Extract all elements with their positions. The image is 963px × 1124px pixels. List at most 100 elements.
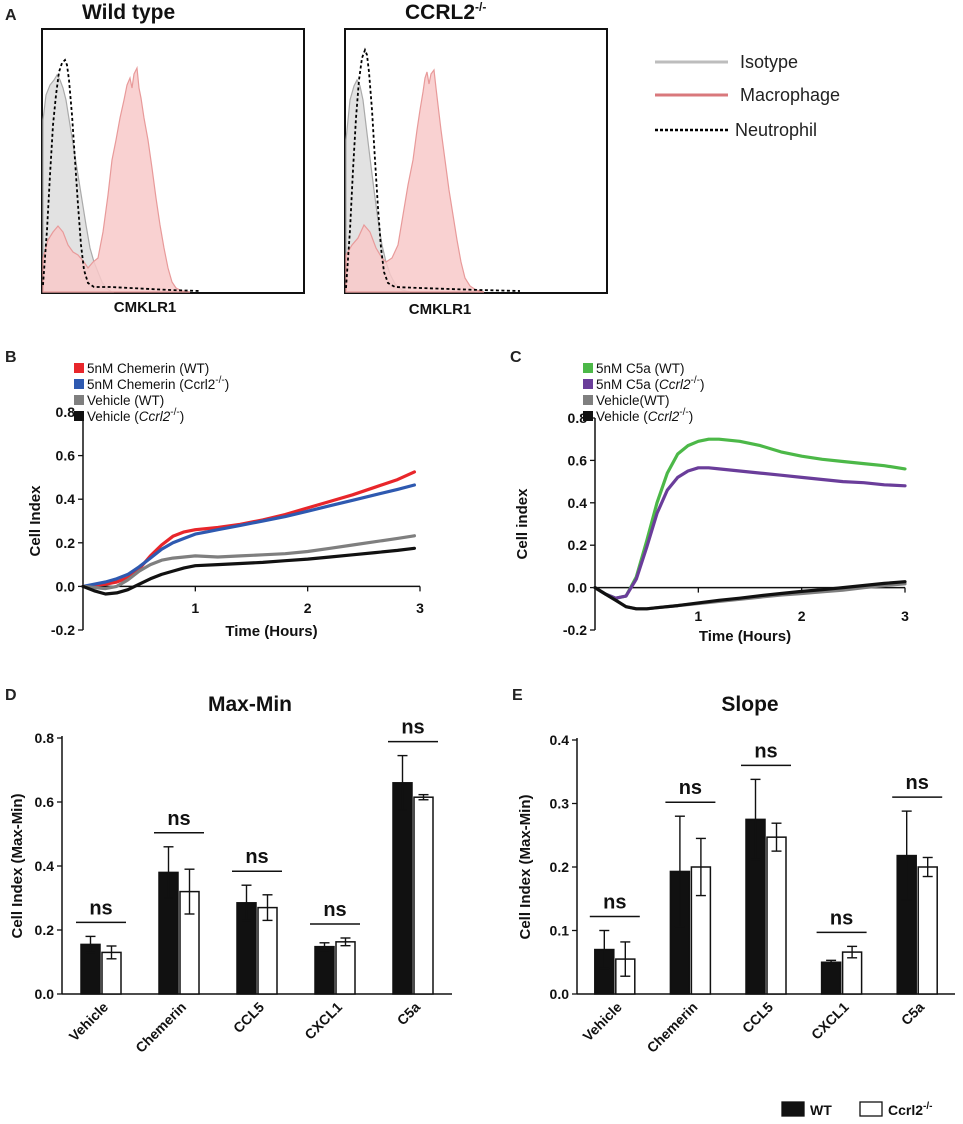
chart-c-legend-label: 5nM C5a (WT) [596,361,685,376]
chart-b-y-tick-label: -0.2 [51,622,75,638]
hist-macrophage-wt [42,65,191,293]
chart-d-bar-wt [314,945,335,995]
chart-b-y-tick-label: 0.0 [56,578,76,594]
chart-b-legend-label-base: Vehicle ( [87,409,139,424]
chart-d-category-label: CXCL1 [301,999,345,1043]
chart-c-y-tick-label: 0.2 [568,537,588,553]
chart-d-bar-wt [392,782,413,995]
chart-b-legend-label-sup: -/- [170,407,179,418]
chart-d-y-tick-label: 0.8 [35,730,55,746]
chart-b-y-tick-label: 0.6 [56,448,76,464]
chart-c-x-tick-label: 2 [798,608,806,624]
hist-neutrophil-wt [42,58,201,292]
chart-b-legend-label: Vehicle (WT) [87,393,164,408]
chart-e-bar-ccrl2 [917,866,938,995]
hist-title-ccrl2: CCRL2-/- [405,0,486,24]
chart-d-y-tick-label: 0.2 [35,922,55,938]
bar-legend-label-ccrl2-base: Ccrl2 [888,1102,923,1118]
chart-e-category-label: Vehicle [579,999,625,1045]
chart-b-y-tick-label: 0.8 [56,404,76,420]
chart-d-category-label: C5a [394,999,424,1029]
chart-b-legend-label-base: 5nM Chemerin (Ccrl2 [87,377,215,392]
chart-e-y-tick-label: 0.4 [550,732,570,748]
chart-c-legend-label-sup: -/- [679,407,688,418]
chart-c-series-line-1 [593,466,907,600]
chart-c-legend-label-base: 5nM C5a ( [596,377,660,392]
chart-c-series-line-0 [593,437,907,600]
chart-b-legend-label-tail: ) [180,409,185,424]
chart-c-x-label: Time (Hours) [699,628,791,645]
chart-c-legend-label: Vehicle (Ccrl2-/-) [596,407,693,424]
histogram-wild-type-frame [41,28,305,294]
chart-c-x-tick-label: 3 [901,608,909,624]
chart-b-x-label: Time (Hours) [225,623,317,640]
chart-c-legend-swatch [583,395,593,405]
chart-d-category-label: CCL5 [230,999,267,1036]
chart-b-x-tick-label: 1 [191,600,199,616]
chart-b-y-label: Cell Index [27,485,44,557]
bar-chart-d: Max-Min 0.8 0.6 0.4 0.2 0.0 Cell Index (Max-Mi… [9,693,452,1056]
chart-b-x-tick-label: 2 [304,600,312,616]
chart-b-series-line-0 [81,470,416,588]
chart-e-sig-label: ns [906,772,929,794]
chart-d-sig-label: ns [245,846,268,868]
chart-c-y-tick-label: -0.2 [563,622,587,638]
chart-b-y-tick-label: 0.4 [56,491,76,507]
chart-c-legend-label-tail: ) [689,409,694,424]
chart-d-category-label: Chemerin [132,999,189,1056]
legend-panel-a: Isotype Macrophage Neutrophil [655,52,840,140]
legend-label-macrophage: Macrophage [740,85,840,105]
chart-c-legend-label-base: Vehicle(WT) [596,393,670,408]
histogram-ccrl2 [344,28,608,294]
hist-neutrophil-ccrl2 [345,47,521,292]
hist-title-wild-type: Wild type [82,1,175,24]
bar-legend-swatch-wt [781,1101,805,1117]
chart-d-bar-ccrl2 [335,941,356,995]
chart-e-y-tick-label: 0.0 [550,986,570,1002]
chart-e-category-label: C5a [898,999,928,1029]
chart-c-legend-label-italic: Ccrl2 [659,377,691,392]
chart-b-series-line-3 [81,546,416,596]
chart-d-y-label: Cell Index (Max-Min) [9,793,26,938]
chart-e-sig-label: ns [830,907,853,929]
panel-letter-b: B [5,349,17,366]
chart-b-legend-swatch [74,411,84,421]
hist-xlabel-wt: CMKLR1 [114,299,177,316]
chart-b-legend-swatch [74,363,84,373]
chart-e-title: Slope [721,693,778,716]
chart-d-y-tick-label: 0.0 [35,986,55,1002]
chart-e-y-tick-label: 0.1 [550,923,570,939]
chart-e-bar-ccrl2 [766,836,787,995]
chart-e-sig-label: ns [754,740,777,762]
chart-c-y-tick-label: 0.8 [568,410,588,426]
hist-title-ccrl2-base: CCRL2 [405,1,475,24]
chart-d-sig-label: ns [323,899,346,921]
chart-b-legend-label-sup: -/- [215,375,224,386]
chart-c-legend-swatch [583,379,593,389]
hist-macrophage-ccrl2 [345,68,485,293]
hist-title-ccrl2-sup: -/- [475,0,486,14]
legend-label-neutrophil: Neutrophil [735,120,817,140]
chart-e-y-tick-label: 0.2 [550,859,570,875]
chart-c-y-tick-label: 0.6 [568,452,588,468]
chart-c-y-tick-label: 0.4 [568,495,588,511]
panel-letter-e: E [512,687,523,704]
chart-b-x-tick-label: 3 [416,600,424,616]
panel-letter-c: C [510,349,522,366]
chart-c-legend-swatch [583,363,593,373]
bar-legend-swatch-ccrl2 [859,1101,883,1117]
chart-b-legend-swatch [74,379,84,389]
chart-e-category-label: CCL5 [739,999,776,1036]
chart-c-legend-swatch [583,411,593,421]
histogram-ccrl2-frame [344,28,608,294]
line-chart-c: 0.8 0.6 0.4 0.2 0.0 -0.2 1 2 3 Time (Hours) Cell i… [514,361,909,645]
chart-d-category-label: Vehicle [66,999,112,1045]
chart-d-sig-label: ns [401,717,424,739]
chart-d-y-tick-label: 0.4 [35,858,55,874]
histogram-wild-type [41,28,305,294]
chart-b-legend-label-base: 5nM Chemerin (WT) [87,361,209,376]
chart-c-legend-label-tail: ) [700,377,705,392]
chart-b-legend-label-base: Vehicle (WT) [87,393,164,408]
panel-letter-a: A [5,7,17,24]
chart-c-legend-label-sup: -/- [691,375,700,386]
